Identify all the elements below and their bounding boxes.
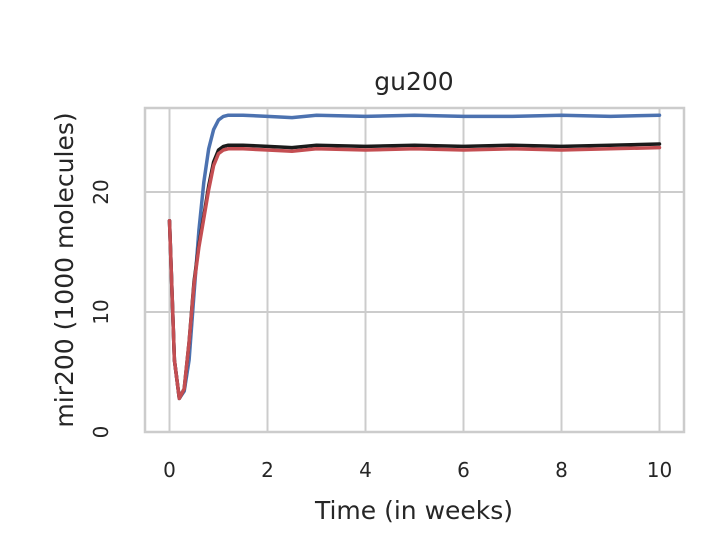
series-line-3 [167,145,662,401]
series-line-1 [167,113,662,401]
plot-frame [143,106,686,434]
x-tick-label: 4 [359,458,372,482]
x-tick-labels: 0 2 4 6 8 10 [163,458,672,482]
x-tick-label: 2 [261,458,274,482]
series-line-2 [167,142,662,401]
y-tick-label: 20 [89,179,113,204]
x-tick-label: 10 [647,458,672,482]
x-tick-label: 6 [457,458,470,482]
y-tick-label: 0 [89,426,113,439]
y-tick-labels: 0 10 20 [89,179,113,438]
series-lines [167,113,662,401]
x-tick-label: 8 [555,458,568,482]
y-tick-label: 10 [89,299,113,324]
y-axis-label: mir200 (1000 molecules) [50,112,79,427]
chart-title: gu200 [374,67,453,96]
grid [145,108,684,433]
x-tick-label: 0 [163,458,176,482]
x-axis-label: Time (in weeks) [314,496,513,525]
